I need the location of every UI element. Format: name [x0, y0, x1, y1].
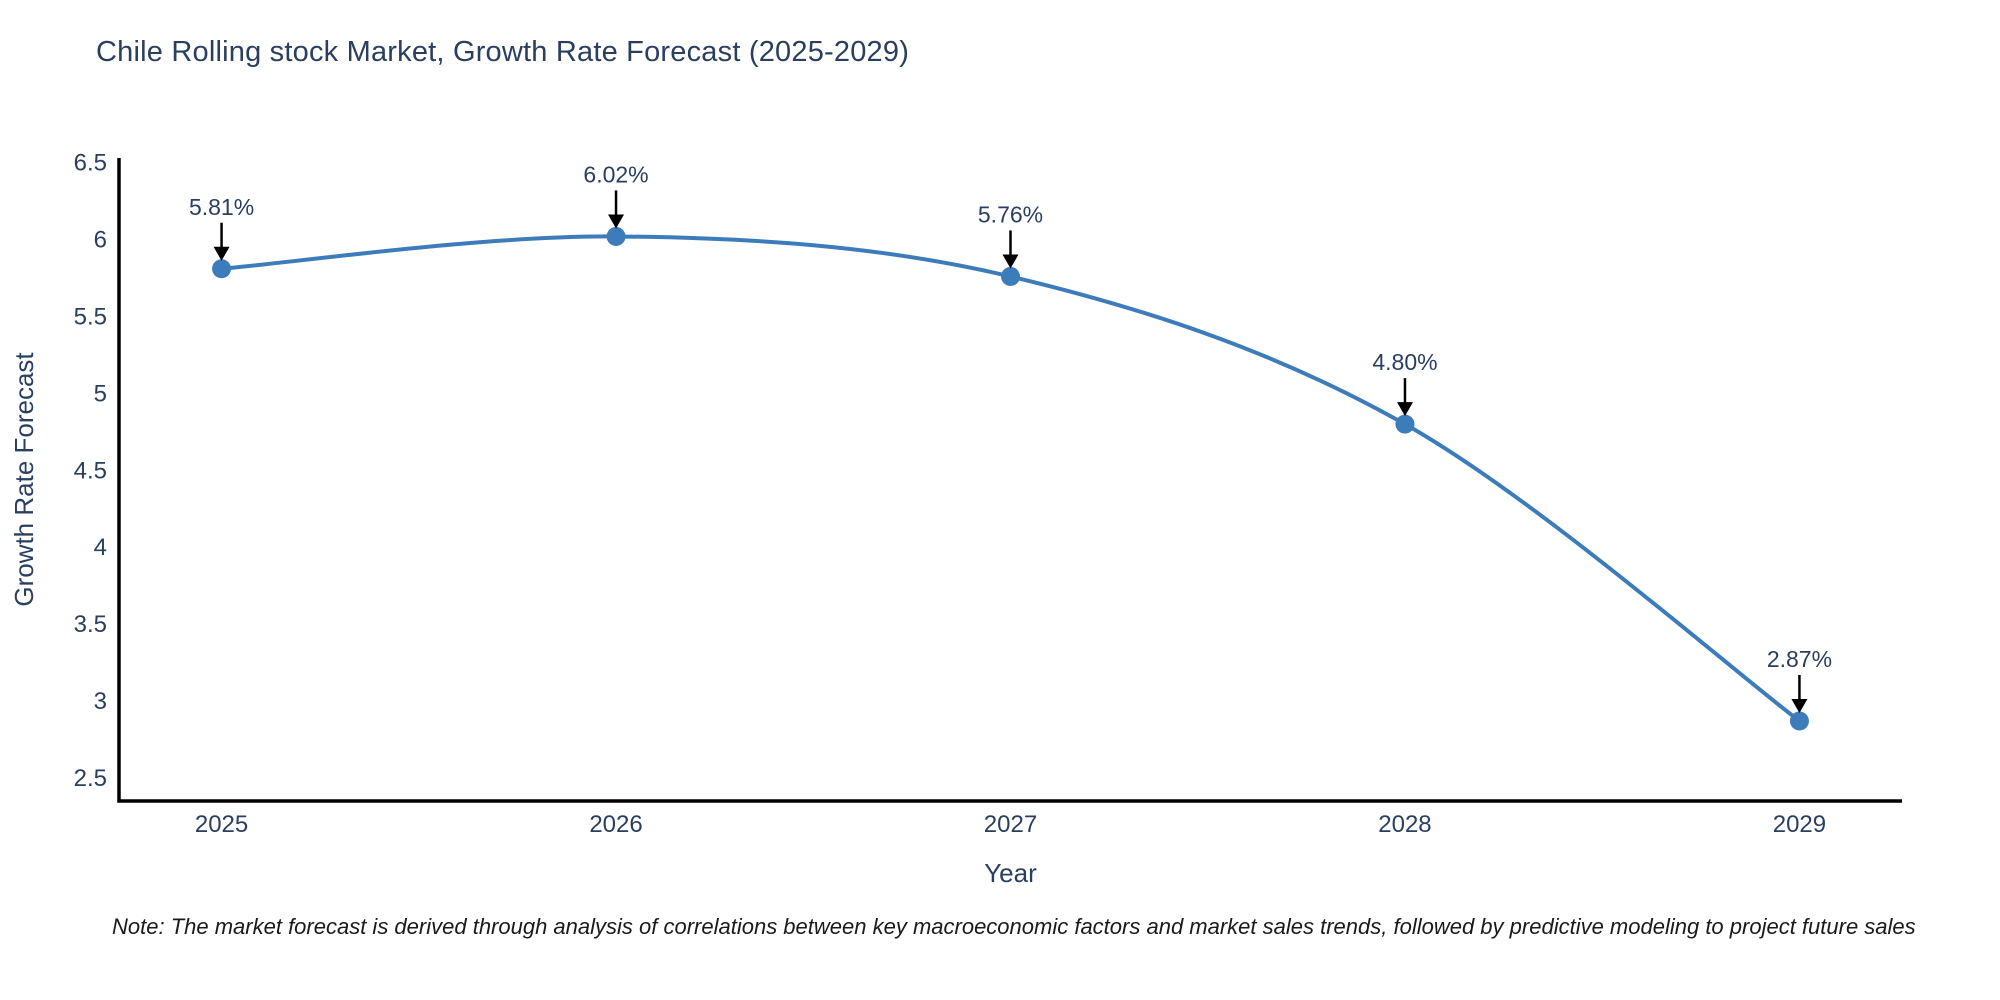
- y-tick-label: 4.5: [74, 457, 107, 484]
- y-axis-title: Growth Rate Forecast: [9, 352, 39, 607]
- x-tick-label: 2027: [984, 811, 1037, 838]
- data-point-marker: [212, 259, 232, 279]
- y-tick-label: 3: [94, 688, 107, 715]
- annotation-label: 2.87%: [1767, 646, 1832, 672]
- trend-line: [219, 234, 1802, 724]
- x-axis-title: Year: [984, 858, 1037, 888]
- annotation-label: 6.02%: [583, 161, 648, 187]
- y-tick-label: 6: [94, 227, 107, 254]
- y-tick-label: 5.5: [74, 303, 107, 330]
- data-point-marker: [1789, 711, 1809, 731]
- axis-line: [117, 158, 1902, 803]
- y-tick-label: 6.5: [74, 150, 107, 177]
- x-tick-label: 2028: [1378, 811, 1431, 838]
- annotation-label: 5.81%: [189, 194, 254, 220]
- x-tick-label: 2025: [195, 811, 248, 838]
- annotation-arrow-head: [1791, 699, 1808, 714]
- annotation-label: 4.80%: [1372, 349, 1437, 375]
- x-tick-label: 2026: [589, 811, 642, 838]
- y-tick-label: 2.5: [74, 765, 107, 792]
- data-point-marker: [1001, 266, 1020, 286]
- y-tick-label: 5: [94, 380, 107, 407]
- chart-title: Chile Rolling stock Market, Growth Rate …: [96, 36, 910, 68]
- y-tick-label: 3.5: [74, 611, 107, 638]
- footnote: Note: The market forecast is derived thr…: [112, 914, 1916, 939]
- annotation-label: 5.76%: [978, 201, 1043, 227]
- annotation-arrow-head: [1002, 254, 1019, 269]
- data-point-marker: [1395, 414, 1415, 434]
- x-tick-label: 2029: [1773, 811, 1826, 838]
- data-point-marker: [606, 226, 626, 246]
- annotation-arrow-head: [608, 214, 625, 229]
- annotation-arrow-head: [213, 246, 230, 261]
- y-tick-label: 4: [94, 534, 107, 561]
- annotation-arrow-head: [1396, 402, 1413, 417]
